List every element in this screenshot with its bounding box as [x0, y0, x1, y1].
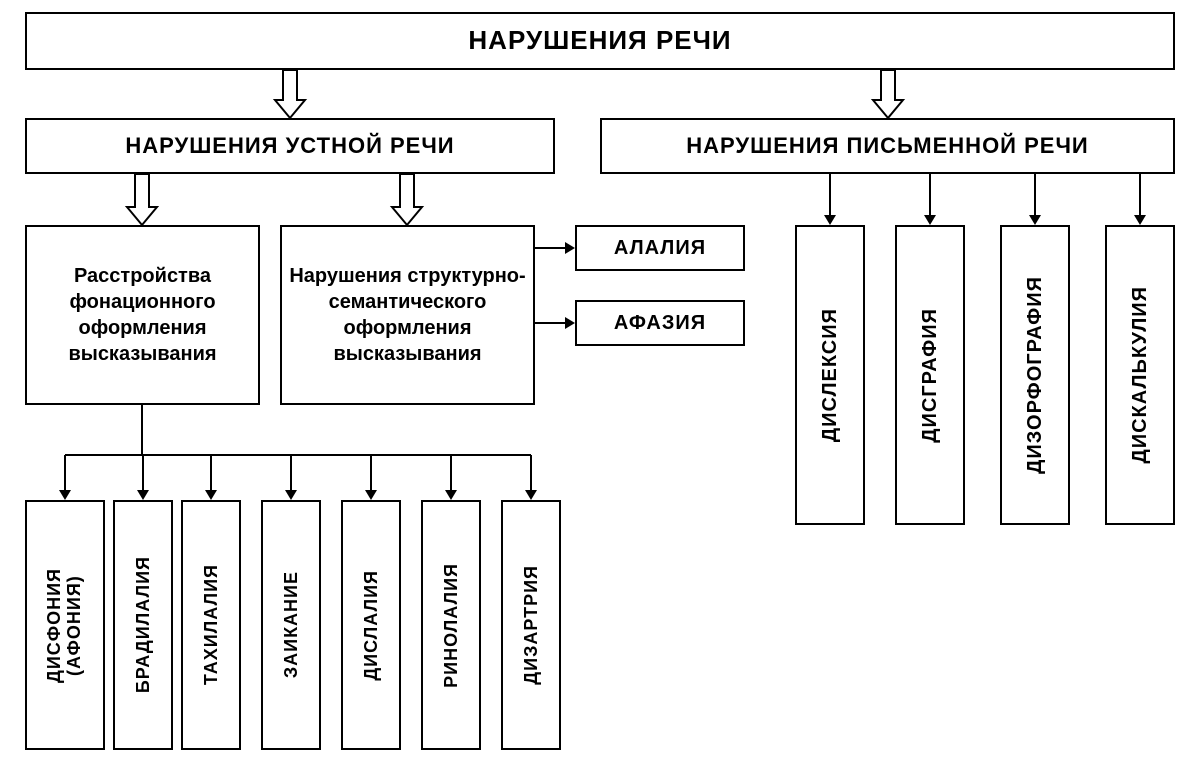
node-dyscalculia-label: ДИСКАЛЬКУЛИЯ: [1129, 286, 1152, 464]
node-written-label: НАРУШЕНИЯ ПИСЬМЕННОЙ РЕЧИ: [686, 132, 1088, 161]
node-dysgraphia-label: ДИСГРАФИЯ: [919, 308, 942, 443]
node-bradilalia-label: БРАДИЛАЛИЯ: [133, 556, 154, 693]
node-oral: НАРУШЕНИЯ УСТНОЙ РЕЧИ: [25, 118, 555, 174]
node-rhinolalia: РИНОЛАЛИЯ: [421, 500, 481, 750]
node-dyslalia-label: ДИСЛАЛИЯ: [361, 570, 382, 681]
diagram-canvas: НАРУШЕНИЯ РЕЧИ НАРУШЕНИЯ УСТНОЙ РЕЧИ НАР…: [0, 0, 1200, 773]
node-tachylalia-label: ТАХИЛАЛИЯ: [201, 564, 222, 685]
node-tachylalia: ТАХИЛАЛИЯ: [181, 500, 241, 750]
node-alalia-label: АЛАЛИЯ: [614, 235, 706, 261]
node-dysarthria-label: ДИЗАРТРИЯ: [521, 565, 542, 685]
node-aphasia: АФАЗИЯ: [575, 300, 745, 346]
node-written: НАРУШЕНИЯ ПИСЬМЕННОЙ РЕЧИ: [600, 118, 1175, 174]
node-semantic-label: Нарушения структурно-семантического офор…: [288, 263, 527, 367]
node-dyslalia: ДИСЛАЛИЯ: [341, 500, 401, 750]
node-aphasia-label: АФАЗИЯ: [614, 310, 706, 336]
node-dyslexia: ДИСЛЕКСИЯ: [795, 225, 865, 525]
node-root: НАРУШЕНИЯ РЕЧИ: [25, 12, 1175, 70]
node-oral-label: НАРУШЕНИЯ УСТНОЙ РЕЧИ: [125, 132, 454, 161]
node-semantic: Нарушения структурно-семантического офор…: [280, 225, 535, 405]
node-phonation-label: Расстройства фонационного оформления выс…: [33, 263, 252, 367]
node-stuttering: ЗАИКАНИЕ: [261, 500, 321, 750]
node-dysphonia: ДИСФОНИЯ(АФОНИЯ): [25, 500, 105, 750]
node-dysorthographia-label: ДИЗОРФОГРАФИЯ: [1024, 276, 1047, 474]
node-dysorthographia: ДИЗОРФОГРАФИЯ: [1000, 225, 1070, 525]
node-root-label: НАРУШЕНИЯ РЕЧИ: [468, 24, 731, 58]
node-alalia: АЛАЛИЯ: [575, 225, 745, 271]
node-dyscalculia: ДИСКАЛЬКУЛИЯ: [1105, 225, 1175, 525]
node-dysgraphia: ДИСГРАФИЯ: [895, 225, 965, 525]
node-dysphonia-label: ДИСФОНИЯ(АФОНИЯ): [45, 568, 85, 683]
node-dyslexia-label: ДИСЛЕКСИЯ: [819, 308, 842, 442]
node-rhinolalia-label: РИНОЛАЛИЯ: [441, 563, 462, 688]
node-stuttering-label: ЗАИКАНИЕ: [281, 571, 302, 678]
node-dysarthria: ДИЗАРТРИЯ: [501, 500, 561, 750]
node-bradilalia: БРАДИЛАЛИЯ: [113, 500, 173, 750]
node-phonation: Расстройства фонационного оформления выс…: [25, 225, 260, 405]
